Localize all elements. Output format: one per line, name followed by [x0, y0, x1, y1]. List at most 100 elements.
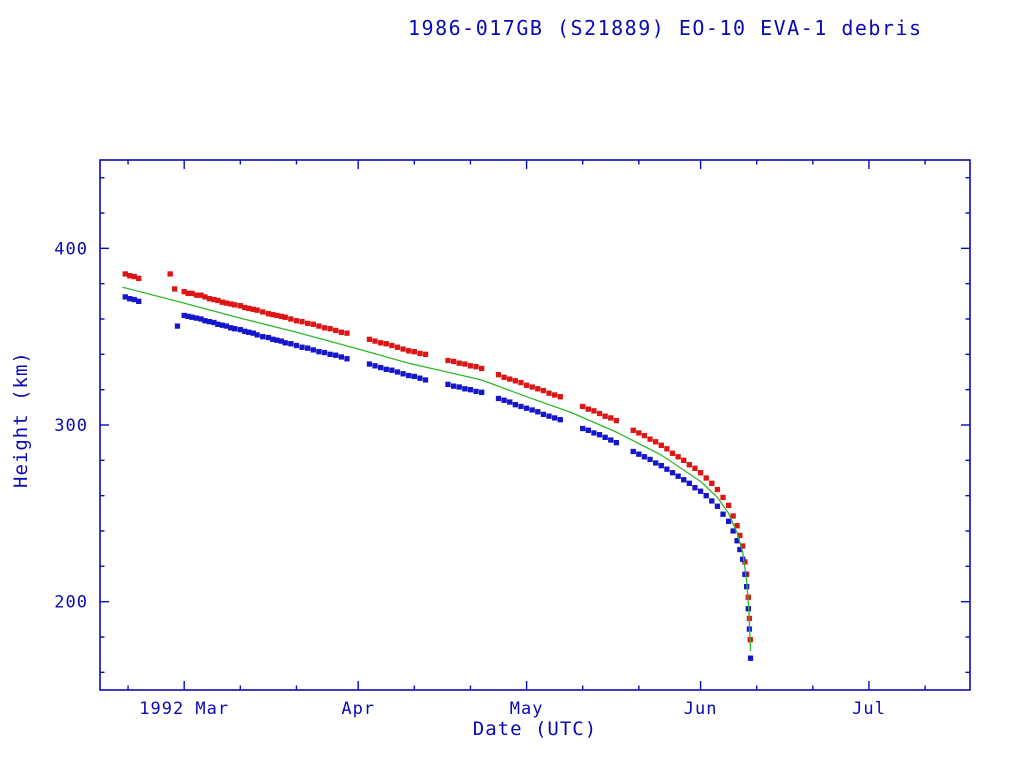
apogee-height-point — [686, 462, 693, 468]
apogee-height-point — [260, 309, 266, 315]
perigee-height-point — [299, 344, 305, 350]
perigee-height-point — [394, 369, 401, 375]
perigee-height-point — [546, 413, 552, 419]
perigee-height-point — [417, 375, 423, 381]
apogee-height-point — [495, 372, 502, 378]
apogee-height-point — [131, 273, 137, 280]
apogee-height-point — [675, 454, 681, 460]
apogee-height-point — [136, 275, 142, 282]
apogee-height-point — [450, 358, 457, 365]
y-tick-label: 200 — [54, 593, 88, 613]
mean-height-line — [122, 286, 752, 652]
perigee-height-point — [467, 387, 474, 393]
perigee-height-point — [653, 460, 659, 466]
perigee-height-point — [518, 403, 524, 410]
apogee-height-point — [202, 294, 208, 300]
perigee-height-point — [400, 371, 406, 377]
apogee-height-point — [591, 408, 597, 414]
perigee-height-point — [288, 341, 294, 347]
perigee-height-point — [495, 395, 502, 402]
perigee-height-point — [422, 377, 429, 383]
apogee-height-point — [580, 403, 586, 410]
apogee-height-point — [535, 386, 541, 392]
perigee-height-point — [193, 315, 200, 321]
apogee-height-point — [546, 390, 552, 396]
apogee-height-point — [383, 341, 389, 347]
apogee-height-point — [596, 410, 603, 417]
apogee-height-point — [540, 387, 547, 394]
apogee-height-point — [327, 326, 333, 332]
perigee-height-point — [450, 383, 457, 389]
apogee-height-point — [647, 436, 653, 442]
apogee-height-point — [445, 357, 451, 364]
apogee-height-point — [529, 384, 535, 390]
perigee-height-point — [608, 437, 614, 443]
apogee-height-point — [310, 321, 316, 327]
perigee-height-point — [709, 498, 715, 504]
perigee-height-point — [237, 326, 243, 333]
perigee-height-point — [681, 477, 687, 483]
apogee-height-point — [189, 290, 195, 297]
perigee-height-point — [725, 518, 732, 524]
apogee-height-point — [206, 296, 213, 302]
apogee-height-point — [366, 336, 373, 342]
perigee-height-point — [692, 485, 698, 491]
perigee-height-point — [445, 381, 451, 388]
y-tick-label: 400 — [54, 239, 88, 259]
apogee-height-point — [507, 376, 513, 382]
apogee-height-point — [321, 325, 328, 331]
perigee-height-point — [305, 345, 311, 351]
apogee-height-point — [557, 394, 563, 400]
perigee-height-point — [383, 366, 389, 373]
apogee-height-point — [512, 378, 519, 384]
apogee-height-point — [720, 494, 726, 501]
apogee-height-point — [697, 470, 704, 476]
perigee-height-point — [523, 405, 530, 411]
perigee-height-point — [456, 384, 462, 390]
apogee-height-point — [669, 450, 676, 456]
apogee-height-point — [338, 329, 345, 335]
perigee-height-point — [223, 323, 229, 329]
perigee-height-point — [613, 440, 620, 446]
y-tick-label: 300 — [54, 416, 88, 436]
perigee-height-point — [232, 326, 238, 332]
x-tick-label: Apr — [341, 699, 375, 719]
perigee-height-point — [174, 323, 181, 329]
perigee-height-point — [675, 473, 681, 479]
apogee-height-point — [462, 361, 468, 367]
apogee-height-point — [551, 392, 558, 398]
apogee-height-point — [293, 318, 300, 324]
perigee-height-point — [338, 354, 345, 360]
perigee-height-point — [591, 430, 597, 436]
apogee-height-point — [172, 286, 178, 292]
apogee-height-point — [193, 292, 200, 298]
perigee-height-point — [265, 334, 272, 341]
apogee-height-point — [714, 486, 721, 493]
perigee-height-point — [310, 347, 316, 353]
perigee-height-point — [389, 367, 395, 373]
apogee-height-point — [613, 417, 620, 424]
perigee-height-point — [697, 488, 704, 494]
perigee-height-point — [669, 470, 676, 476]
apogee-height-point — [501, 374, 507, 380]
perigee-height-point — [641, 454, 648, 460]
apogee-height-point — [333, 327, 339, 334]
perigee-height-point — [658, 462, 664, 469]
apogee-height-point — [237, 303, 243, 309]
perigee-height-point — [274, 337, 280, 343]
perigee-height-point — [703, 493, 709, 499]
perigee-height-point — [529, 407, 535, 413]
apogee-height-point — [377, 340, 384, 346]
apogee-height-point — [473, 364, 479, 370]
apogee-height-point — [467, 363, 474, 369]
perigee-height-point — [366, 361, 373, 367]
apogee-height-point — [394, 344, 401, 350]
perigee-height-point — [321, 349, 328, 356]
perigee-height-point — [473, 388, 479, 395]
perigee-height-point — [282, 340, 288, 346]
perigee-height-point — [501, 397, 507, 403]
perigee-height-point — [333, 352, 339, 358]
apogee-height-point — [223, 300, 229, 306]
